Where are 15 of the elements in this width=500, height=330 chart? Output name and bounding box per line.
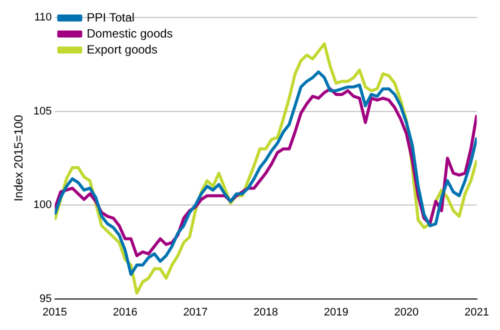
x-tick-label: 2018 (254, 306, 278, 318)
legend-label: Domestic goods (86, 26, 173, 40)
y-tick-label: 95 (40, 292, 52, 305)
x-tick-label: 2020 (394, 306, 419, 318)
x-tick-label: 2017 (183, 306, 208, 318)
legend-label: Export goods (86, 42, 158, 56)
y-tick-label: 100 (33, 199, 52, 212)
x-tick-label: 2016 (112, 306, 138, 318)
y-axis-title: Index 2015=100 (12, 114, 26, 202)
x-tick-label: 2015 (42, 306, 67, 318)
y-tick-label: 110 (34, 12, 52, 24)
x-tick-label: 2019 (324, 306, 348, 318)
y-tick-label: 105 (33, 105, 52, 118)
x-tick-label: 2021 (464, 306, 490, 318)
legend-label: PPI Total (86, 10, 135, 24)
